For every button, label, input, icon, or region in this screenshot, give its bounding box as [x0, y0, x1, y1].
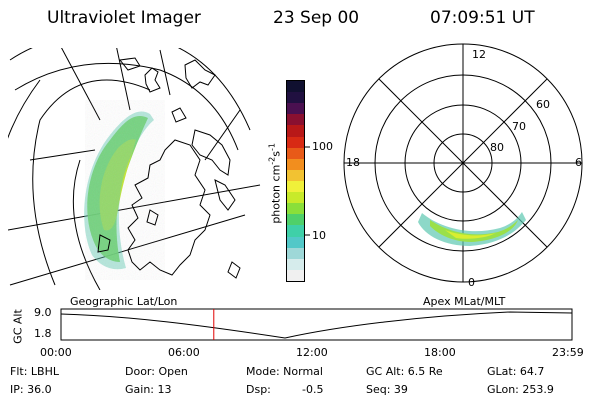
- timeline-xtick-1: 06:00: [168, 346, 200, 359]
- info-dsp: Dsp:: [246, 383, 271, 396]
- colorbar-label-exp2: -1: [267, 143, 277, 151]
- info-gain: Gain: 13: [125, 383, 172, 396]
- polar-diag-2: [378, 78, 548, 248]
- timeline-xtick-2: 12:00: [296, 346, 328, 359]
- polar-lat-70: 70: [512, 120, 526, 133]
- colorbar-segment: [287, 258, 304, 270]
- polar-ring-70: [404, 104, 522, 222]
- polar-label-12: 12: [472, 48, 486, 61]
- colorbar-label: photon cm-2s-1: [268, 118, 283, 248]
- colorbar-segment: [287, 214, 304, 226]
- colorbar-segment: [287, 269, 304, 281]
- map-grid: [8, 48, 261, 290]
- colorbar-segment: [287, 114, 304, 126]
- coastlines: [97, 57, 241, 279]
- info-glat: GLat: 64.7: [487, 365, 545, 378]
- polar-ring-50: [343, 43, 583, 283]
- time-label: 07:09:51 UT: [430, 8, 535, 28]
- polar-label-6: 6: [575, 156, 582, 169]
- colorbar-segment: [287, 225, 304, 237]
- colorbar-segment: [287, 236, 304, 248]
- colorbar-segment: [287, 169, 304, 182]
- colorbar-tick-100: 100: [312, 140, 333, 153]
- colorbar-segment: [287, 136, 304, 148]
- info-seq: Seq: 39: [366, 383, 408, 396]
- polar-label-0: 0: [468, 276, 475, 289]
- colorbar-label-s: s: [269, 150, 283, 157]
- polar-ring-80: [433, 133, 493, 193]
- timeline-right-title: Apex MLat/MLT: [423, 295, 506, 308]
- colorbar-label-text: photon cm: [269, 164, 283, 224]
- aurora-geographic: [84, 100, 165, 280]
- colorbar-segment: [287, 147, 304, 159]
- colorbar-segment: [287, 158, 304, 170]
- colorbar-segment: [287, 81, 304, 93]
- info-gc-alt: GC Alt: 6.5 Re: [366, 365, 443, 378]
- instrument-title: Ultraviolet Imager: [47, 8, 201, 28]
- timeline-ylabel: GC Alt: [11, 309, 25, 344]
- colorbar: [286, 80, 305, 282]
- colorbar-segment: [287, 125, 304, 137]
- info-glon: GLon: 253.9: [487, 383, 554, 396]
- colorbar-segment: [287, 247, 304, 259]
- info-ip: IP: 36.0: [10, 383, 52, 396]
- timeline-frame: [60, 308, 573, 341]
- colorbar-segment: [287, 103, 304, 115]
- colorbar-segment: [287, 181, 304, 193]
- timeline-left-title: Geographic Lat/Lon: [70, 295, 178, 308]
- polar-lat-80: 80: [490, 141, 504, 154]
- info-dsp-value: -0.5: [302, 383, 324, 396]
- info-mode: Mode: Normal: [246, 365, 323, 378]
- polar-ring-60: [374, 74, 552, 252]
- timeline-ytick-top: 9.0: [34, 306, 52, 319]
- timeline-xtick-4: 23:59: [552, 346, 584, 359]
- timeline-xtick-0: 00:00: [40, 346, 72, 359]
- timeline-ytick-bottom: 1.8: [34, 327, 52, 340]
- altitude-curve: [60, 311, 573, 339]
- colorbar-segment: [287, 92, 304, 104]
- timeline-xtick-3: 18:00: [424, 346, 456, 359]
- polar-label-18: 18: [346, 156, 360, 169]
- info-filter: Flt: LBHL: [10, 365, 59, 378]
- colorbar-tick-10: 10: [312, 229, 326, 242]
- info-door: Door: Open: [125, 365, 188, 378]
- polar-diag-1: [378, 78, 548, 248]
- colorbar-segment: [287, 203, 304, 215]
- colorbar-segment: [287, 192, 304, 204]
- colorbar-label-exp1: -2: [267, 156, 277, 165]
- date-label: 23 Sep 00: [273, 8, 360, 28]
- aurora-polar: [418, 212, 526, 246]
- polar-lat-60: 60: [536, 98, 550, 111]
